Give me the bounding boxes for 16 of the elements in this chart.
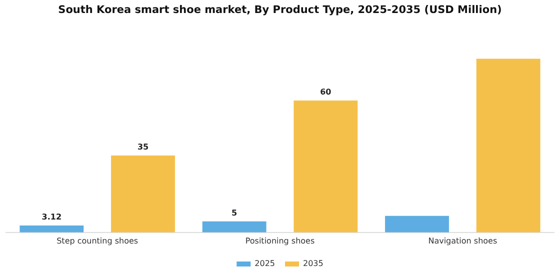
bar bbox=[294, 100, 358, 232]
bar bbox=[385, 216, 449, 232]
chart-title: South Korea smart shoe market, By Product Type, 2025-2035 (USD Million) bbox=[58, 4, 502, 16]
data-label: 60 bbox=[320, 88, 332, 97]
x-tick-label: Navigation shoes bbox=[428, 236, 498, 246]
x-tick-label: Step counting shoes bbox=[56, 236, 138, 246]
x-tick-label: Positioning shoes bbox=[245, 236, 315, 246]
bar bbox=[111, 155, 175, 232]
data-label: 5 bbox=[232, 208, 238, 218]
bar bbox=[202, 221, 266, 232]
bar bbox=[20, 226, 84, 232]
legend-label: 2035 bbox=[303, 259, 324, 268]
data-label: 3.12 bbox=[42, 212, 62, 222]
data-label: 35 bbox=[137, 142, 149, 152]
bar bbox=[476, 58, 540, 232]
legend-label: 2025 bbox=[254, 259, 275, 268]
